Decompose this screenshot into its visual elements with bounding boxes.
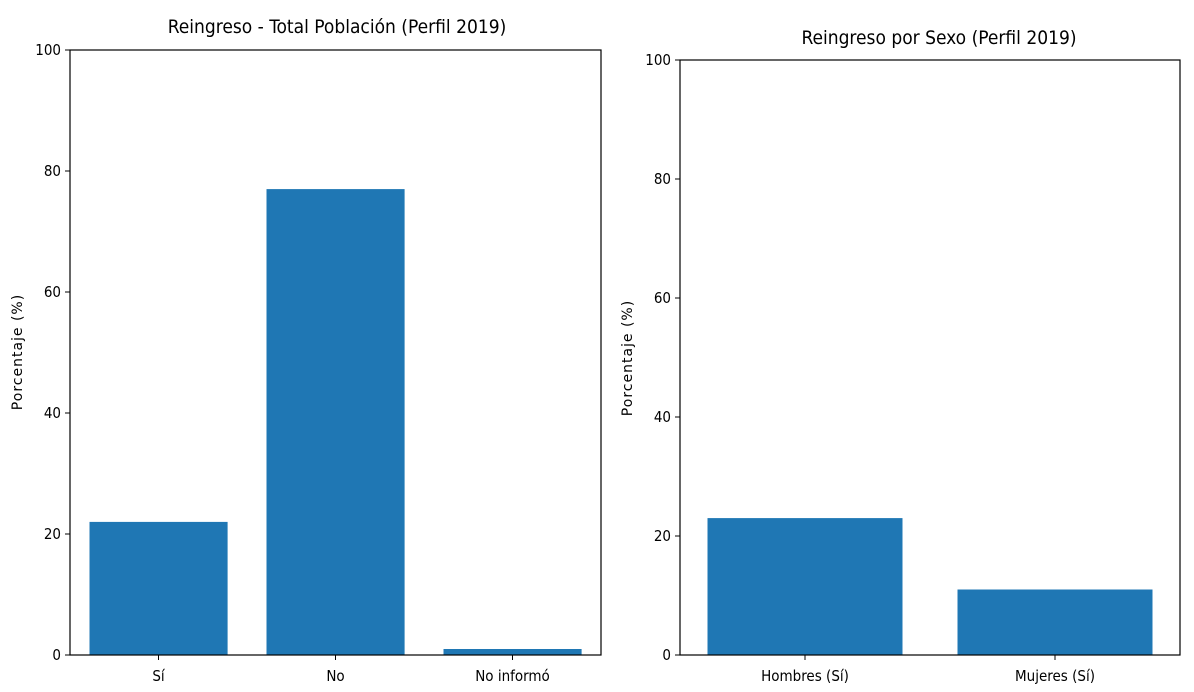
y-tick-label: 60 [44, 283, 61, 301]
x-tick-label: Sí [152, 667, 166, 685]
x-ticks: Sí No No informó [152, 667, 549, 685]
y-tick-label: 100 [35, 41, 61, 59]
bars [707, 518, 1153, 655]
y-ticks: 0 20 40 60 80 100 [645, 51, 671, 664]
chart-title: Reingreso - Total Población (Perfil 2019… [168, 16, 507, 38]
bar [957, 589, 1153, 655]
x-ticks: Hombres (Sí) Mujeres (Sí) [761, 667, 1095, 685]
chart-total-poblacion: Reingreso - Total Población (Perfil 2019… [10, 16, 602, 685]
y-ticks: 0 20 40 60 80 100 [35, 41, 61, 664]
y-tick-label: 100 [645, 51, 671, 69]
chart-title: Reingreso por Sexo (Perfil 2019) [801, 27, 1076, 49]
bar [707, 518, 903, 655]
y-tick-label: 0 [52, 646, 61, 664]
y-tick-label: 40 [44, 404, 61, 422]
chart-reingreso-por-sexo: Reingreso por Sexo (Perfil 2019) Porcent… [620, 27, 1181, 685]
x-tick-label: Mujeres (Sí) [1015, 667, 1095, 685]
x-tick-label: No [326, 667, 344, 685]
y-tick-label: 20 [654, 527, 671, 545]
bar [266, 189, 405, 655]
plot-frame [65, 49, 602, 660]
y-axis-label: Porcentaje (%) [10, 294, 26, 410]
plot-frame [675, 59, 1181, 660]
y-tick-label: 40 [654, 408, 671, 426]
bar [89, 521, 228, 655]
y-axis-label: Porcentaje (%) [620, 300, 636, 416]
y-tick-label: 80 [44, 162, 61, 180]
y-tick-label: 20 [44, 525, 61, 543]
bar [443, 649, 582, 655]
x-tick-label: No informó [475, 667, 550, 685]
axes-spines [679, 59, 1181, 656]
y-tick-label: 0 [662, 646, 671, 664]
bars [89, 189, 582, 655]
y-tick-label: 60 [654, 289, 671, 307]
y-tick-label: 80 [654, 170, 671, 188]
x-tick-label: Hombres (Sí) [761, 667, 849, 685]
